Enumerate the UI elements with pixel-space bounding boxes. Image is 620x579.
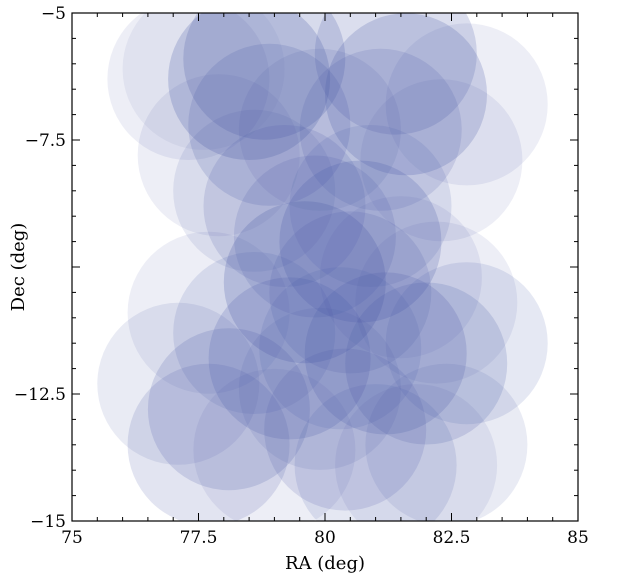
data-point	[127, 231, 290, 394]
data-point	[208, 277, 371, 440]
data-point	[193, 368, 356, 521]
y-tick-label: −5	[41, 4, 66, 24]
x-tick-label: 80	[314, 528, 336, 548]
data-point	[269, 211, 432, 374]
y-tick-label: −12.5	[14, 385, 66, 405]
points-layer	[97, 13, 548, 521]
data-point	[279, 160, 442, 323]
data-point	[173, 109, 336, 272]
x-tick-label: 75	[61, 528, 83, 548]
data-point	[299, 48, 462, 211]
data-point	[233, 155, 396, 318]
data-point	[314, 13, 477, 135]
data-point	[127, 363, 290, 521]
data-point	[304, 272, 467, 435]
data-point	[325, 13, 487, 176]
data-point	[319, 196, 482, 359]
data-point	[183, 13, 346, 140]
data-point	[385, 23, 548, 186]
data-point	[122, 13, 285, 150]
data-point	[264, 348, 427, 511]
data-point	[289, 125, 452, 287]
data-point	[355, 221, 518, 384]
data-point	[97, 302, 260, 465]
data-point	[345, 282, 508, 445]
y-tick-label: −15	[30, 512, 66, 532]
x-axis-label: RA (deg)	[285, 553, 365, 574]
data-point	[168, 13, 331, 160]
y-axis-label: Dec (deg)	[8, 223, 29, 312]
data-point	[238, 48, 401, 211]
data-point	[238, 307, 401, 470]
x-tick-label: 77.5	[180, 528, 218, 548]
data-point	[107, 13, 270, 160]
data-point	[147, 328, 310, 491]
data-point	[223, 201, 386, 364]
ticks-layer	[71, 12, 579, 522]
data-point	[335, 384, 498, 521]
x-tick-label: 82.5	[433, 528, 471, 548]
data-point	[188, 43, 351, 206]
data-point	[173, 252, 336, 414]
x-tick-label: 85	[567, 528, 589, 548]
data-point	[385, 262, 548, 425]
data-point	[365, 363, 528, 521]
data-point	[203, 125, 366, 287]
tick-labels-layer: 75 77.5 80 82.5 85 −5 −7.5 −12.5 −15	[14, 4, 589, 548]
data-point	[294, 384, 457, 521]
data-point	[137, 74, 300, 237]
data-point	[259, 267, 422, 430]
y-tick-label: −7.5	[25, 131, 66, 151]
data-point	[360, 79, 523, 242]
